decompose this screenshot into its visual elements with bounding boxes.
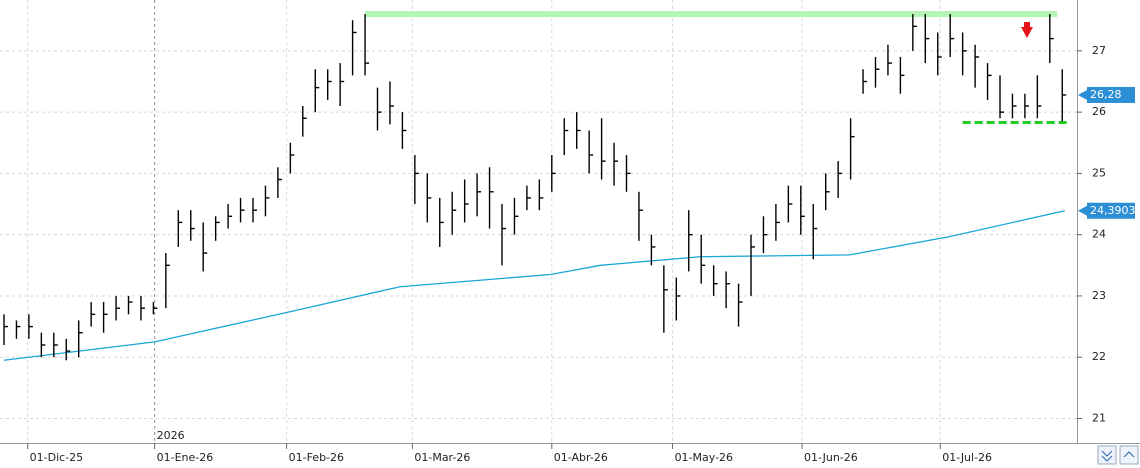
x-tick-label: 01-Dic-25 [30,451,84,464]
x-tick-label: 01-Feb-26 [289,451,344,464]
price-label-box [1087,86,1135,103]
scroll-button[interactable] [1097,445,1117,465]
y-tick-label: 22 [1092,350,1106,363]
price-label-box [1087,202,1135,219]
y-tick-label: 27 [1092,44,1106,57]
x-tick-label: 01-Mar-26 [414,451,470,464]
zoom-icon [1123,451,1135,458]
zoom-button[interactable] [1119,445,1139,465]
y-tick-label: 24 [1092,228,1106,241]
scroll-icon [1101,450,1113,462]
year-label: 2026 [157,429,185,442]
y-tick-label: 21 [1092,411,1106,424]
price-label: 26,28 [1090,88,1122,101]
price-label: 24,3903 [1090,204,1136,217]
y-tick-label: 25 [1092,166,1106,179]
x-tick-label: 01-Jul-26 [942,451,992,464]
y-tick-label: 26 [1092,105,1106,118]
moving-average [3,210,1065,361]
x-tick-label: 01-May-26 [675,451,733,464]
price-label-pointer [1078,205,1087,216]
x-tick-label: 01-Ene-26 [157,451,214,464]
down-arrow [1021,22,1033,38]
x-tick-label: 01-Abr-26 [554,451,608,464]
x-tick-label: 01-Jun-26 [804,451,858,464]
price-label-pointer [1078,89,1087,100]
y-tick-label: 23 [1092,289,1106,302]
